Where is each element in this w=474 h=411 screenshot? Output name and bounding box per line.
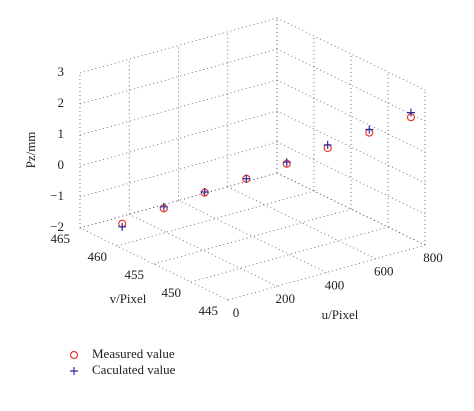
point xyxy=(406,108,415,117)
y-tick-label: 445 xyxy=(199,303,219,318)
grid-line xyxy=(79,141,278,198)
grid-line xyxy=(79,110,278,167)
x-tick-label: 0 xyxy=(233,305,240,320)
grid-line xyxy=(153,208,352,265)
grid-line xyxy=(129,213,278,287)
y-tick-label: 465 xyxy=(51,231,71,246)
grid-line xyxy=(227,186,376,260)
point xyxy=(200,187,209,196)
x-tick-label: 200 xyxy=(276,291,296,306)
legend-label: Caculated value xyxy=(92,362,176,377)
x-axis-label: u/Pixel xyxy=(322,307,359,322)
grid-line xyxy=(116,190,315,247)
legend-marker xyxy=(69,350,79,360)
y-tick-label: 450 xyxy=(162,285,182,300)
point xyxy=(159,202,168,211)
x-tick-label: 400 xyxy=(325,277,345,292)
point xyxy=(323,140,332,149)
z-tick-label: 0 xyxy=(58,157,65,172)
z-axis-label: Pz/mm xyxy=(23,132,38,169)
legend-label: Measured value xyxy=(92,346,175,361)
z-tick-label: −1 xyxy=(50,188,64,203)
y-tick-label: 455 xyxy=(125,267,145,282)
z-tick-label: 2 xyxy=(58,95,65,110)
y-axis-label: v/Pixel xyxy=(110,291,147,306)
z-tick-label: −2 xyxy=(50,219,64,234)
grid-line xyxy=(190,226,389,283)
z-tick-label: 1 xyxy=(58,126,65,141)
x-tick-label: 600 xyxy=(374,264,394,279)
point xyxy=(282,158,291,167)
point xyxy=(118,222,127,231)
point xyxy=(242,174,251,183)
grid-line xyxy=(178,200,327,273)
point xyxy=(365,125,374,134)
y-tick-label: 460 xyxy=(88,249,108,264)
z-tick-label: 3 xyxy=(58,64,65,79)
x-tick-label: 800 xyxy=(423,250,443,265)
legend-marker xyxy=(70,367,78,375)
